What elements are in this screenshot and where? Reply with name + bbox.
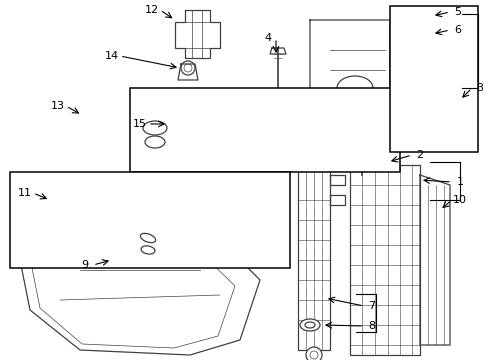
Circle shape: [411, 30, 419, 38]
Circle shape: [184, 64, 192, 72]
Circle shape: [308, 146, 320, 158]
Text: 9: 9: [81, 260, 89, 270]
Text: 1: 1: [457, 177, 464, 187]
Circle shape: [407, 10, 423, 26]
Bar: [130, 88, 400, 172]
Circle shape: [19, 214, 31, 226]
Text: 11: 11: [18, 188, 32, 198]
Text: 8: 8: [368, 321, 375, 331]
Ellipse shape: [140, 233, 156, 243]
Text: 10: 10: [453, 195, 467, 205]
Circle shape: [357, 147, 367, 157]
Text: 5: 5: [455, 7, 462, 17]
Ellipse shape: [305, 322, 315, 328]
Text: 6: 6: [455, 25, 462, 35]
Text: 4: 4: [265, 33, 271, 43]
Circle shape: [108, 249, 122, 263]
Ellipse shape: [337, 76, 373, 100]
Circle shape: [161, 111, 175, 125]
Circle shape: [306, 347, 322, 360]
Ellipse shape: [145, 136, 165, 148]
Circle shape: [411, 14, 419, 22]
Text: 13: 13: [51, 101, 65, 111]
Bar: [10, 172, 290, 268]
Text: 3: 3: [476, 83, 484, 93]
Bar: [390, 6, 478, 152]
Circle shape: [182, 132, 198, 148]
Text: 15: 15: [133, 119, 147, 129]
Circle shape: [407, 26, 423, 42]
Text: 7: 7: [368, 301, 375, 311]
Text: 14: 14: [105, 51, 119, 61]
Ellipse shape: [341, 98, 369, 118]
Ellipse shape: [141, 246, 155, 254]
Ellipse shape: [300, 319, 320, 331]
Circle shape: [181, 61, 195, 75]
Ellipse shape: [143, 121, 167, 135]
Circle shape: [310, 351, 318, 359]
Circle shape: [322, 132, 338, 148]
Text: 12: 12: [145, 5, 159, 15]
Circle shape: [173, 123, 183, 133]
Text: 2: 2: [416, 150, 423, 160]
